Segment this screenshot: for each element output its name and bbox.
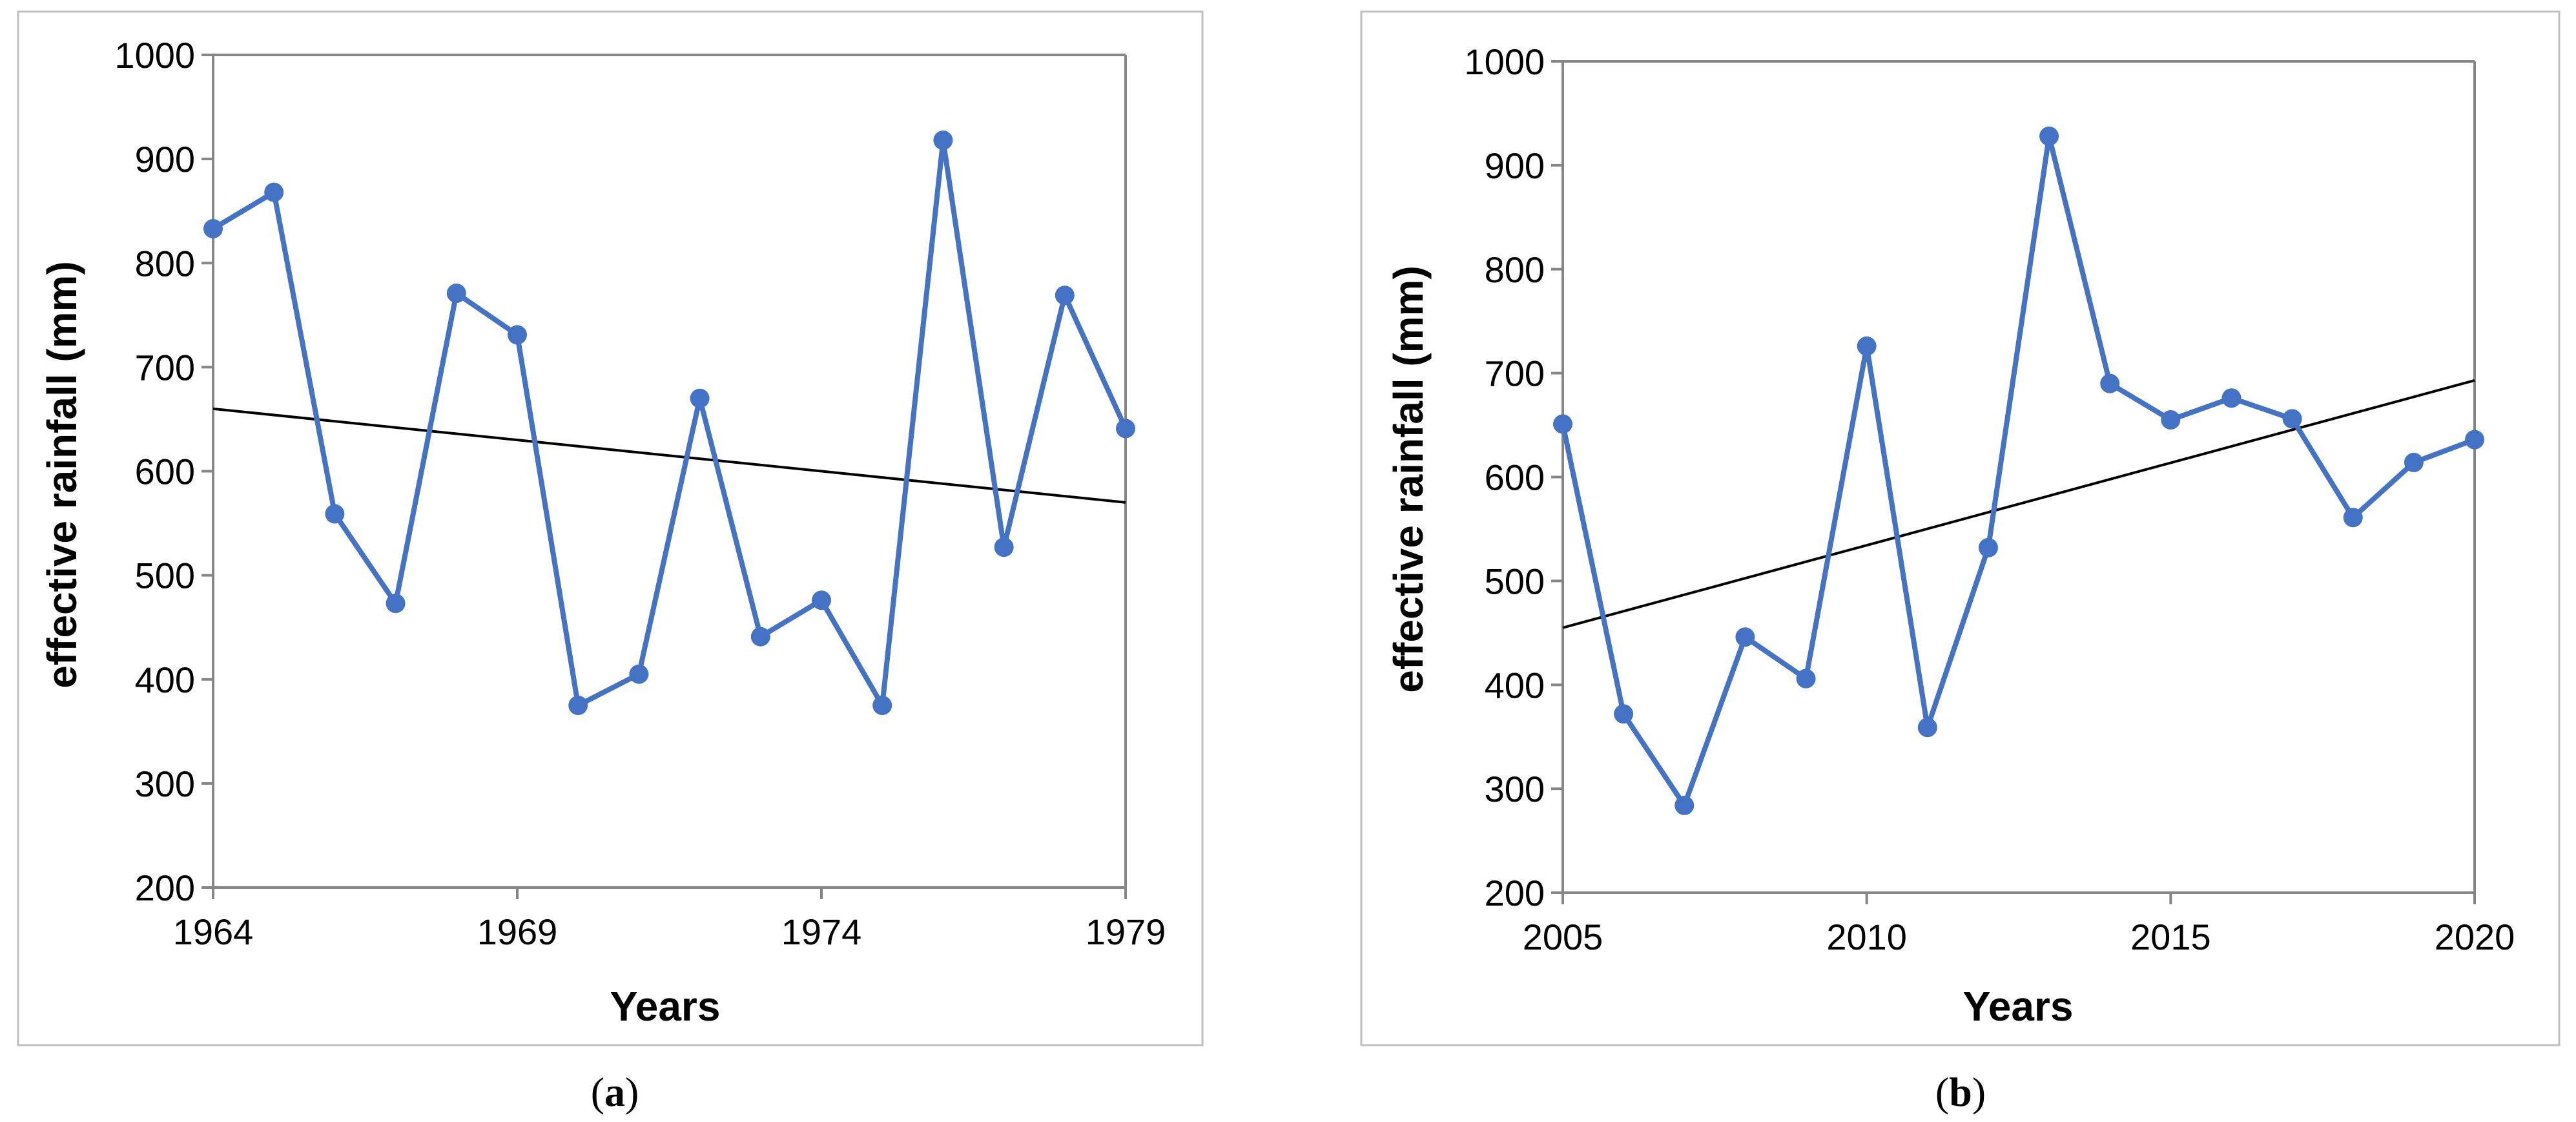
x-tick-labels-a: 1964 1969 1974 1979 xyxy=(173,888,1166,952)
data-point xyxy=(1796,669,1816,689)
panel-a: 200 300 400 500 600 700 800 900 1000 1964 1969 197… xyxy=(17,10,1204,1046)
data-point xyxy=(2100,373,2120,393)
plot-marks-b xyxy=(1553,126,2484,815)
data-point xyxy=(2161,410,2181,430)
y-tick-label: 700 xyxy=(1485,353,1545,394)
caption-b-close: ) xyxy=(1972,1069,1986,1115)
caption-a-close: ) xyxy=(625,1069,639,1115)
x-tick-label: 1964 xyxy=(173,911,254,952)
y-tick-label: 500 xyxy=(1485,561,1545,601)
y-axis-title-a: effective rainfall (mm) xyxy=(39,261,85,689)
y-tick-label: 400 xyxy=(1485,665,1545,705)
y-tick-label: 900 xyxy=(135,139,195,180)
data-point xyxy=(994,537,1014,557)
y-tick-label: 600 xyxy=(1485,457,1545,498)
data-point xyxy=(2343,508,2363,528)
x-axis-title-a: Years xyxy=(610,983,721,1030)
data-point xyxy=(1614,704,1634,724)
trendline xyxy=(1562,379,2475,629)
x-tick-label: 1979 xyxy=(1086,911,1166,952)
chart-frame-a xyxy=(17,10,1204,1046)
caption-a: (a) xyxy=(591,1069,639,1115)
y-tick-labels-b: 200 300 400 500 600 700 800 900 1000 xyxy=(1464,41,1563,913)
panel-b: 200 300 400 500 600 700 800 900 1000 2005 2010 201… xyxy=(1360,10,2561,1046)
data-point xyxy=(2221,388,2241,408)
series-line xyxy=(1560,133,2476,808)
data-point xyxy=(1674,795,1695,815)
y-tick-label: 1000 xyxy=(1464,41,1545,82)
y-tick-label: 1000 xyxy=(114,35,195,76)
x-axis-title-b: Years xyxy=(1963,983,2074,1030)
data-point xyxy=(2039,126,2059,146)
data-point xyxy=(1978,537,1998,557)
x-tick-label: 1969 xyxy=(477,911,558,952)
x-tick-label: 2020 xyxy=(2435,917,2515,957)
caption-b: (b) xyxy=(1935,1069,1986,1115)
data-point xyxy=(508,325,527,345)
y-tick-label: 400 xyxy=(135,660,195,700)
x-tick-label: 1974 xyxy=(781,911,862,952)
y-tick-label: 500 xyxy=(135,556,195,596)
data-point xyxy=(933,130,953,151)
plot-marks-a xyxy=(203,130,1135,716)
data-point xyxy=(2465,430,2484,450)
data-point xyxy=(1055,286,1075,306)
data-point xyxy=(1857,336,1877,356)
chart-frame-b xyxy=(1360,10,2561,1046)
y-tick-label: 700 xyxy=(135,347,195,388)
x-tick-label: 2005 xyxy=(1523,917,1603,957)
data-point xyxy=(1553,414,1572,434)
data-point xyxy=(872,696,892,716)
data-point xyxy=(264,182,284,202)
data-point xyxy=(203,219,223,239)
y-tick-label: 200 xyxy=(135,867,195,908)
y-tick-label: 600 xyxy=(135,452,195,492)
caption-b-open: ( xyxy=(1935,1069,1949,1115)
x-tick-label: 2010 xyxy=(1826,917,1907,957)
data-point xyxy=(386,594,406,614)
x-tick-labels-b: 2005 2010 2015 2020 xyxy=(1523,893,2515,957)
x-tick-label: 2015 xyxy=(2130,917,2211,957)
data-point xyxy=(812,590,831,610)
y-tick-label: 300 xyxy=(135,764,195,804)
caption-a-letter: a xyxy=(604,1069,625,1115)
y-tick-label: 900 xyxy=(1485,145,1545,186)
y-tick-label: 800 xyxy=(135,243,195,284)
y-axis-title-b: effective rainfall (mm) xyxy=(1385,265,1432,693)
y-tick-label: 800 xyxy=(1485,249,1545,290)
data-point xyxy=(750,627,770,647)
data-point xyxy=(1116,419,1135,439)
caption-a-open: ( xyxy=(591,1069,604,1115)
trendline xyxy=(212,407,1126,504)
caption-b-letter: b xyxy=(1949,1069,1972,1115)
y-tick-label: 200 xyxy=(1485,873,1545,913)
data-point xyxy=(2282,409,2302,429)
series-line xyxy=(211,138,1128,709)
data-point xyxy=(2404,452,2424,472)
y-tick-label: 300 xyxy=(1485,769,1545,809)
data-point xyxy=(568,696,588,716)
data-point xyxy=(690,388,710,408)
data-point xyxy=(1917,718,1937,738)
data-point xyxy=(446,283,466,303)
data-point xyxy=(325,504,345,524)
data-point xyxy=(629,664,649,684)
y-tick-labels-a: 200 300 400 500 600 700 800 900 1000 xyxy=(114,35,213,908)
data-point xyxy=(1735,627,1755,647)
